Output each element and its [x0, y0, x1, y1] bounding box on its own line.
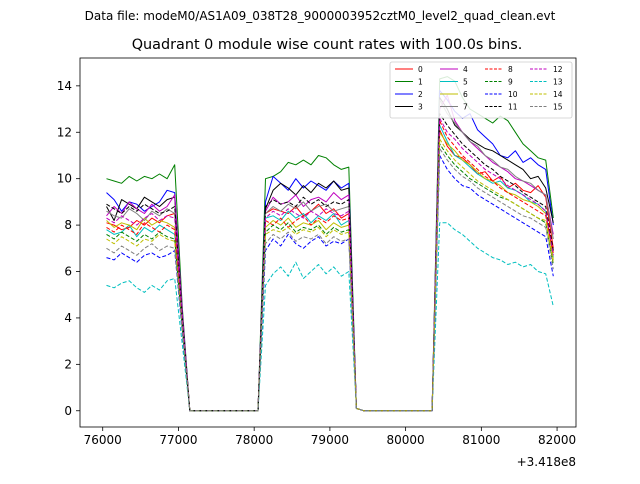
series-line-15: [106, 148, 554, 412]
y-tick-label: 4: [64, 311, 72, 325]
legend-label-8: 8: [508, 65, 513, 74]
legend-label-13: 13: [553, 78, 563, 87]
legend-label-3: 3: [418, 103, 423, 112]
legend-label-9: 9: [508, 78, 513, 87]
legend-label-6: 6: [463, 90, 468, 99]
legend-label-7: 7: [463, 103, 468, 112]
series-line-10: [106, 155, 554, 412]
series-line-6: [106, 131, 554, 412]
legend-label-15: 15: [553, 103, 563, 112]
series-line-4: [106, 94, 554, 412]
axes-frame: [79, 57, 577, 428]
x-tick-label: 77000: [159, 433, 197, 447]
plot-area: [106, 76, 554, 412]
y-tick-label: 12: [57, 125, 72, 139]
y-tick-label: 8: [64, 218, 72, 232]
legend-label-12: 12: [553, 65, 563, 74]
y-tick-label: 2: [64, 357, 72, 371]
x-tick-label: 78000: [235, 433, 273, 447]
legend-label-11: 11: [508, 103, 518, 112]
series-line-2: [106, 90, 554, 412]
series-line-7: [106, 99, 554, 412]
x-offset-label: +3.418e8: [517, 455, 576, 469]
y-tick-label: 10: [57, 172, 72, 186]
x-tick-label: 76000: [84, 433, 122, 447]
series-line-12: [106, 117, 554, 412]
x-axis: 76000 77000 78000 79000 80000 81000 82000: [84, 427, 576, 447]
legend-label-10: 10: [508, 90, 518, 99]
figure-suptitle: Data file: modeM0/AS1A09_038T28_90000039…: [85, 9, 556, 23]
y-tick-label: 14: [57, 79, 72, 93]
legend-label-2: 2: [418, 90, 423, 99]
y-tick-label: 6: [64, 265, 72, 279]
x-tick-label: 80000: [387, 433, 425, 447]
y-tick-label: 0: [64, 404, 72, 418]
series-line-1: [106, 76, 554, 412]
chart-title: Quadrant 0 module wise count rates with …: [132, 37, 523, 53]
legend-label-4: 4: [463, 65, 468, 74]
legend-label-1: 1: [418, 78, 423, 87]
y-axis: 0 2 4 6 8 10 12 14: [57, 79, 80, 418]
series-line-11: [106, 113, 554, 412]
legend-box: [389, 61, 573, 119]
legend-label-14: 14: [553, 90, 563, 99]
x-tick-label: 81000: [462, 433, 500, 447]
series-line-13: [106, 222, 554, 412]
series-line-8: [106, 120, 554, 412]
series-line-14: [106, 138, 554, 412]
x-tick-label: 82000: [538, 433, 576, 447]
legend-label-0: 0: [418, 65, 423, 74]
legend-label-5: 5: [463, 78, 468, 87]
series-line-5: [106, 124, 554, 412]
x-tick-label: 79000: [311, 433, 349, 447]
